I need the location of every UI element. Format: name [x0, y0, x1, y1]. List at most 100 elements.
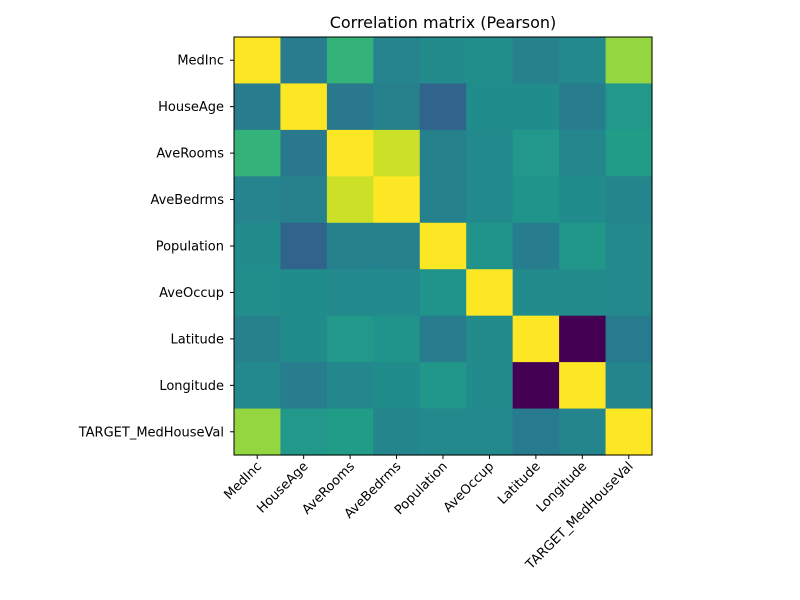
heatmap-cell-5-6: [512, 269, 560, 317]
heatmap-cell-7-5: [466, 362, 514, 410]
heatmap-cell-8-0: [234, 408, 282, 456]
heatmap-cell-1-3: [373, 83, 421, 131]
y-tick-label: MedInc: [177, 54, 224, 69]
heatmap-cell-5-3: [373, 269, 421, 317]
y-tick-label: Population: [156, 240, 224, 255]
heatmap-cell-3-7: [559, 176, 607, 224]
heatmap-cell-5-8: [605, 269, 653, 317]
heatmap-cell-1-4: [419, 83, 467, 131]
x-tick-label: AveOccup: [441, 459, 497, 515]
heatmap-cell-1-8: [605, 83, 653, 131]
heatmap-cell-1-2: [326, 83, 374, 131]
heatmap-cell-7-4: [419, 362, 467, 410]
heatmap-cell-0-0: [234, 37, 282, 85]
y-tick-label: AveBedrms: [150, 193, 224, 208]
heatmap-cell-8-6: [512, 408, 560, 456]
x-tick-label: MedInc: [221, 459, 265, 503]
heatmap-cell-0-6: [512, 37, 560, 85]
heatmap-cell-2-8: [605, 129, 653, 177]
heatmap-cell-4-1: [280, 222, 328, 270]
heatmap-cell-2-1: [280, 129, 328, 177]
heatmap-cell-5-2: [326, 269, 374, 317]
heatmap-cell-2-3: [373, 129, 421, 177]
heatmap-cell-4-0: [234, 222, 282, 270]
heatmap-cell-4-4: [419, 222, 467, 270]
heatmap-cell-5-5: [466, 269, 514, 317]
heatmap-cell-7-1: [280, 362, 328, 410]
heatmap-cell-3-2: [326, 176, 374, 224]
heatmap-cell-3-0: [234, 176, 282, 224]
heatmap-cell-6-0: [234, 315, 282, 363]
heatmap-cell-0-8: [605, 37, 653, 85]
heatmap-cell-5-7: [559, 269, 607, 317]
heatmap-cell-7-2: [326, 362, 374, 410]
chart-title: Correlation matrix (Pearson): [330, 13, 557, 32]
heatmap-cell-2-2: [326, 129, 374, 177]
heatmap-cell-1-7: [559, 83, 607, 131]
heatmap-cell-7-8: [605, 362, 653, 410]
heatmap-cell-2-0: [234, 129, 282, 177]
heatmap-cell-6-1: [280, 315, 328, 363]
heatmap-cell-0-7: [559, 37, 607, 85]
x-tick-label: Latitude: [495, 459, 543, 507]
heatmap-cell-4-2: [326, 222, 374, 270]
heatmap-cell-8-5: [466, 408, 514, 456]
heatmap-cell-8-1: [280, 408, 328, 456]
heatmap-cell-2-5: [466, 129, 514, 177]
heatmap-cell-6-8: [605, 315, 653, 363]
heatmap-cell-0-1: [280, 37, 328, 85]
heatmap-cell-7-0: [234, 362, 282, 410]
heatmap-cell-4-7: [559, 222, 607, 270]
heatmap-cell-7-7: [559, 362, 607, 410]
heatmap-cell-5-0: [234, 269, 282, 317]
heatmap-cell-7-6: [512, 362, 560, 410]
heatmap-cell-1-0: [234, 83, 282, 131]
heatmap-cell-8-7: [559, 408, 607, 456]
heatmap-cell-4-3: [373, 222, 421, 270]
y-tick-label: AveOccup: [159, 286, 224, 301]
y-tick-label: Longitude: [159, 379, 224, 394]
heatmap-cell-1-6: [512, 83, 560, 131]
y-tick-label: AveRooms: [156, 147, 224, 162]
heatmap-cell-6-3: [373, 315, 421, 363]
heatmap-cell-3-6: [512, 176, 560, 224]
heatmap-cell-8-3: [373, 408, 421, 456]
heatmap-cell-4-5: [466, 222, 514, 270]
heatmap-cell-8-4: [419, 408, 467, 456]
heatmap-cell-1-5: [466, 83, 514, 131]
heatmap-cell-0-5: [466, 37, 514, 85]
heatmap-cell-6-6: [512, 315, 560, 363]
heatmap-cell-3-8: [605, 176, 653, 224]
heatmap-cell-6-2: [326, 315, 374, 363]
plot-frame: [233, 36, 653, 456]
heatmap-cell-0-4: [419, 37, 467, 85]
heatmap-cell-5-1: [280, 269, 328, 317]
y-tick-labels: MedInc HouseAge AveRooms AveBedrms Populatio…: [78, 54, 234, 440]
heatmap-cell-2-4: [419, 129, 467, 177]
heatmap-cell-0-3: [373, 37, 421, 85]
x-tick-labels: MedIncHouseAgeAveRoomsAveBedrmsPopulatio…: [221, 455, 637, 573]
heatmap-cell-4-6: [512, 222, 560, 270]
heatmap-cell-2-6: [512, 129, 560, 177]
heatmap-cell-3-1: [280, 176, 328, 224]
heatmap-cell-3-4: [419, 176, 467, 224]
heatmap-cell-8-2: [326, 408, 374, 456]
y-tick-label: Latitude: [170, 332, 224, 347]
heatmap-cells: [234, 37, 653, 456]
heatmap-cell-3-3: [373, 176, 421, 224]
heatmap-cell-0-2: [326, 37, 374, 85]
heatmap-cell-6-4: [419, 315, 467, 363]
heatmap-cell-6-7: [559, 315, 607, 363]
heatmap-cell-6-5: [466, 315, 514, 363]
y-tick-label: HouseAge: [158, 100, 224, 115]
heatmap-cell-7-3: [373, 362, 421, 410]
heatmap-cell-5-4: [419, 269, 467, 317]
heatmap-cell-4-8: [605, 222, 653, 270]
heatmap-cell-3-5: [466, 176, 514, 224]
heatmap-cell-2-7: [559, 129, 607, 177]
heatmap-cell-8-8: [605, 408, 653, 456]
y-tick-label: TARGET_MedHouseVal: [78, 425, 224, 440]
heatmap-cell-1-1: [280, 83, 328, 131]
